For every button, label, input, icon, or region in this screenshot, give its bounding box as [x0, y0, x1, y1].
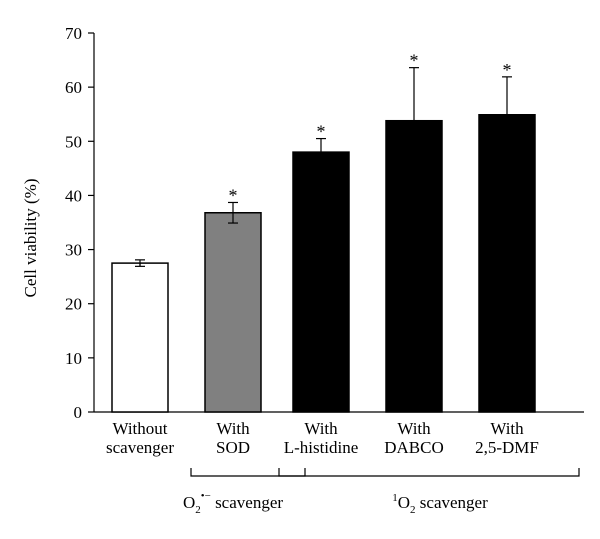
bar	[478, 114, 536, 413]
significance-marker: *	[317, 122, 326, 142]
y-tick-label: 10	[65, 349, 82, 368]
x-tick-label: Without scavenger	[106, 419, 174, 457]
group-label: 1O2 scavenger	[392, 492, 488, 516]
significance-markers: * * * *	[229, 51, 512, 206]
y-tick-label: 70	[65, 24, 82, 43]
y-tick-label: 60	[65, 78, 82, 97]
y-tick-label: 40	[65, 186, 82, 205]
significance-marker: *	[229, 185, 238, 205]
y-ticks: 0 10 20 30 40 50 60 70	[65, 24, 94, 422]
bars	[111, 114, 536, 413]
group-bracket	[190, 468, 306, 477]
x-tick-label: With SOD	[216, 419, 250, 457]
bar	[111, 262, 169, 413]
group-brackets: O2•− scavenger 1O2 scavenger	[183, 468, 580, 516]
bar	[385, 119, 443, 413]
group-bracket	[278, 468, 580, 477]
x-tick-label: With DABCO	[384, 419, 444, 457]
bar	[204, 212, 262, 413]
x-tick-label: With L-histidine	[284, 419, 359, 457]
significance-marker: *	[503, 60, 512, 80]
group-label: O2•− scavenger	[183, 490, 283, 516]
x-tick-label: With 2,5-DMF	[475, 419, 539, 457]
error-bars	[135, 67, 512, 267]
y-tick-label: 30	[65, 241, 82, 260]
significance-marker: *	[410, 51, 419, 71]
bar	[292, 151, 350, 413]
y-axis-label: Cell viability (%)	[21, 179, 40, 298]
y-tick-label: 0	[74, 403, 83, 422]
y-tick-label: 50	[65, 132, 82, 151]
y-tick-label: 20	[65, 295, 82, 314]
x-tick-labels: Without scavenger With SOD With L-histidine Wi…	[106, 419, 539, 457]
